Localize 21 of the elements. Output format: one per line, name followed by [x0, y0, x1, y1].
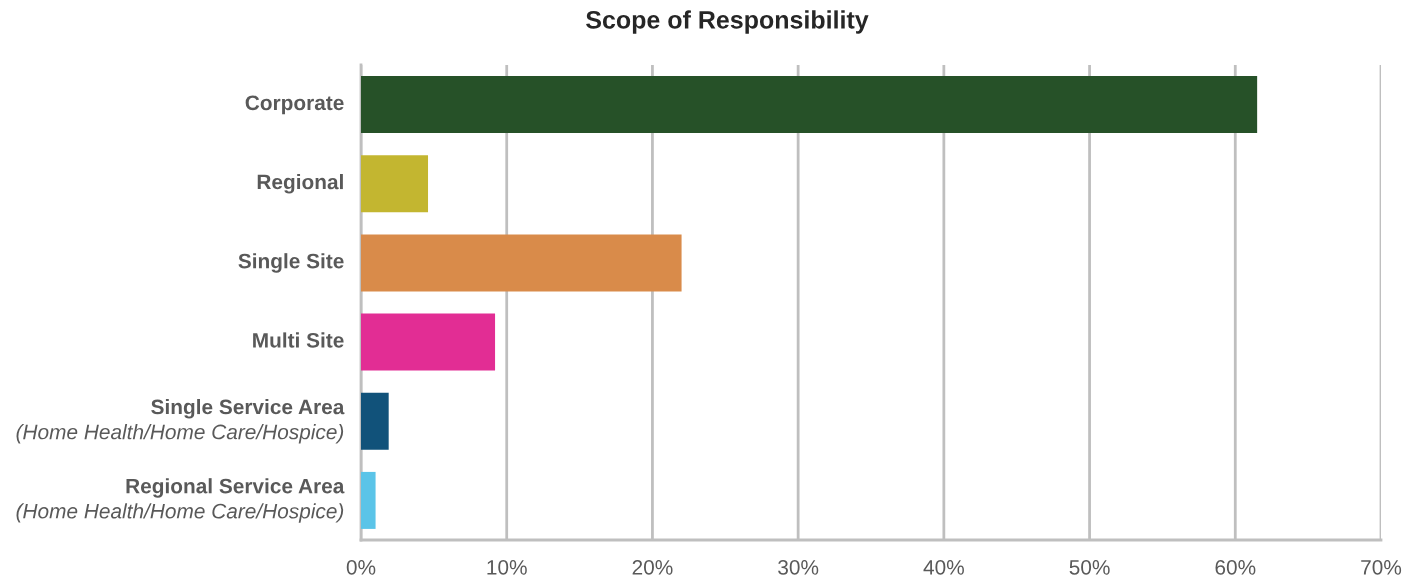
y-tick-label: Single Service Area (Home Health/Home Care/Hospice) — [16, 398, 345, 444]
y-tick-label: Regional Service Area (Home Health/Home Care/Hospice) — [16, 478, 345, 523]
x-tick-label: 60% — [1215, 559, 1256, 575]
x-tick-label: 50% — [1069, 559, 1110, 575]
y-tick-label: Multi Site — [253, 332, 344, 348]
x-tick-label: 20% — [632, 559, 673, 575]
y-tick-label: Single Site — [238, 253, 344, 273]
chart-title: Scope of Responsibility — [586, 10, 869, 34]
x-tick-label: 70% — [1361, 559, 1402, 575]
bar — [361, 234, 682, 292]
y-tick-label: Regional — [257, 173, 343, 194]
bar — [361, 155, 429, 213]
x-tick-label: 0% — [346, 559, 376, 575]
x-tick-label: 10% — [487, 559, 527, 575]
x-tick-label: 30% — [778, 559, 819, 575]
y-tick-label: Corporate — [245, 95, 344, 115]
bar — [361, 313, 496, 371]
bar — [361, 76, 1258, 134]
x-tick-label: 40% — [923, 559, 964, 575]
bar — [361, 392, 389, 450]
bar — [361, 471, 376, 529]
